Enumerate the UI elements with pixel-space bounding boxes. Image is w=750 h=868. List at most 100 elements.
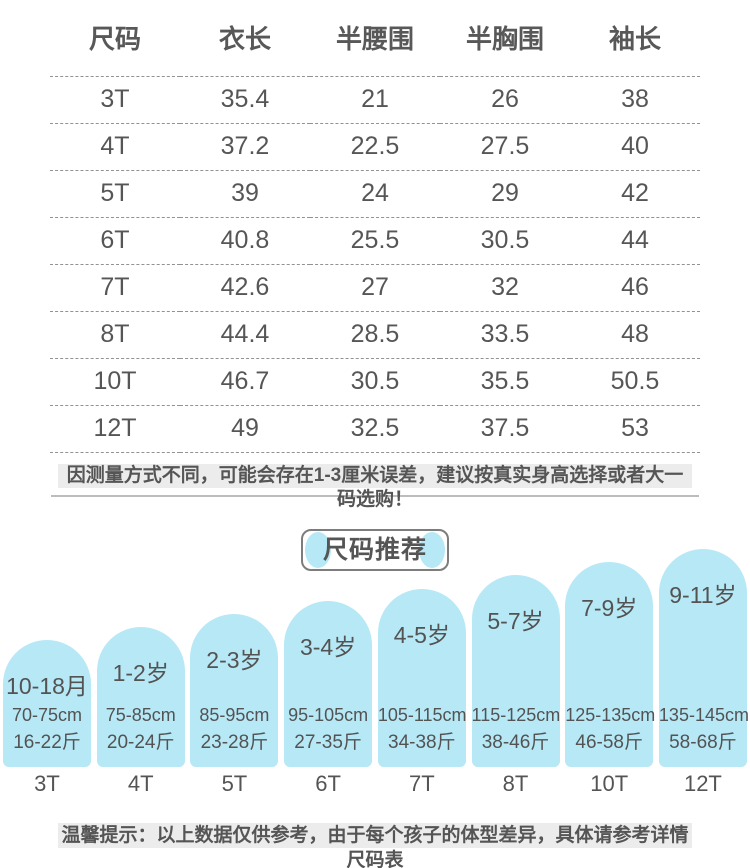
size-table-header: 尺码 衣长 半腰围 半胸围 袖长 xyxy=(50,0,700,77)
age-range: 10-18月 xyxy=(6,672,88,699)
length-cell: 42.6 xyxy=(180,264,310,312)
age-range: 2-3岁 xyxy=(206,646,263,673)
height-range: 70-75cm xyxy=(11,704,83,725)
age-range: 1-2岁 xyxy=(112,659,169,686)
weight-range: 20-24斤 xyxy=(106,731,175,753)
size-bubble-10t: 7-9岁 125-135cm 46-58斤 xyxy=(565,561,656,767)
badge-row: 尺码推荐 xyxy=(0,528,750,571)
size-label-5t: 5T xyxy=(221,770,248,796)
length-cell: 40.8 xyxy=(180,217,310,265)
weight-range: 16-22斤 xyxy=(13,731,81,753)
waist-cell: 32.5 xyxy=(310,405,440,453)
table-row: 4T 37.2 22.5 27.5 40 xyxy=(50,123,700,171)
size-label-7t: 7T xyxy=(408,770,435,796)
sleeve-cell: 42 xyxy=(570,170,700,218)
height-range: 95-105cm xyxy=(288,704,369,725)
header-cell-size: 尺码 xyxy=(50,0,180,77)
waist-cell: 21 xyxy=(310,76,440,124)
weight-range: 58-68斤 xyxy=(669,731,737,753)
chest-cell: 32 xyxy=(440,264,570,312)
sleeve-cell: 44 xyxy=(570,217,700,265)
size-cell: 4T xyxy=(50,123,180,171)
chest-cell: 37.5 xyxy=(440,405,570,453)
size-table-body: 3T 35.4 21 26 38 4T 37.2 22.5 27.5 40 5T… xyxy=(50,76,700,453)
chest-cell: 29 xyxy=(440,170,570,218)
weight-range: 23-28斤 xyxy=(200,731,269,753)
bubble-size-labels: 3T 4T 5T 6T 7T 8T 10T 12T xyxy=(0,769,750,799)
sleeve-cell: 53 xyxy=(570,405,700,453)
size-cell: 8T xyxy=(50,311,180,359)
weight-range: 34-38斤 xyxy=(388,731,456,753)
size-recommendation-badge: 尺码推荐 xyxy=(301,528,449,571)
table-row: 12T 49 32.5 37.5 53 xyxy=(50,405,700,453)
age-range: 4-5岁 xyxy=(393,621,450,648)
size-label-3t: 3T xyxy=(34,770,60,796)
table-row: 3T 35.4 21 26 38 xyxy=(50,76,700,124)
size-cell: 6T xyxy=(50,217,180,265)
header-cell-length: 衣长 xyxy=(180,0,310,77)
size-label-8t: 8T xyxy=(502,770,529,796)
size-cell: 7T xyxy=(50,264,180,312)
table-row: 7T 42.6 27 32 46 xyxy=(50,264,700,312)
age-range: 9-11岁 xyxy=(669,581,737,608)
age-range: 3-4岁 xyxy=(299,633,357,660)
waist-cell: 25.5 xyxy=(310,217,440,265)
size-bubble-3t: 10-18月 70-75cm 16-22斤 xyxy=(3,639,91,767)
table-row: 5T 39 24 29 42 xyxy=(50,170,700,218)
size-label-10t: 10T xyxy=(590,770,629,796)
badge-title: 尺码推荐 xyxy=(322,535,427,564)
size-cell: 3T xyxy=(50,76,180,124)
header-cell-waist: 半腰围 xyxy=(310,0,440,77)
size-cell: 10T xyxy=(50,358,180,406)
badge-left-ornament xyxy=(305,531,331,568)
size-recommendation-chart: 10-18月 70-75cm 16-22斤 1-2岁 75-85cm 20-24… xyxy=(0,548,750,767)
length-cell: 49 xyxy=(180,405,310,453)
size-cell: 5T xyxy=(50,170,180,218)
chest-cell: 26 xyxy=(440,76,570,124)
height-range: 115-125cm xyxy=(471,704,561,725)
length-cell: 46.7 xyxy=(180,358,310,406)
section-divider xyxy=(51,494,699,497)
weight-range: 46-58斤 xyxy=(575,731,644,753)
waist-cell: 28.5 xyxy=(310,311,440,359)
badge-right-ornament xyxy=(419,531,445,568)
sleeve-cell: 40 xyxy=(570,123,700,171)
table-row: 6T 40.8 25.5 30.5 44 xyxy=(50,217,700,265)
height-range: 75-85cm xyxy=(105,704,176,725)
measurement-note: 因测量方式不同，可能会存在1-3厘米误差，建议按真实身高选择或者大一码选购！ xyxy=(58,463,692,510)
chest-cell: 30.5 xyxy=(440,217,570,265)
length-cell: 39 xyxy=(180,170,310,218)
size-bubble-8t: 5-7岁 115-125cm 38-46斤 xyxy=(471,574,561,767)
age-range: 7-9岁 xyxy=(581,594,638,621)
size-label-4t: 4T xyxy=(127,770,154,796)
chest-cell: 33.5 xyxy=(440,311,570,359)
length-cell: 37.2 xyxy=(180,123,310,171)
size-table: 尺码 衣长 半腰围 半胸围 袖长 3T 35.4 21 26 38 4T 37.… xyxy=(50,0,700,453)
height-range: 125-135cm xyxy=(565,704,656,725)
size-bubble-7t: 4-5岁 105-115cm 34-38斤 xyxy=(377,588,467,767)
size-bubble-6t: 3-4岁 95-105cm 27-35斤 xyxy=(284,600,373,767)
sleeve-cell: 48 xyxy=(570,311,700,359)
table-row: 10T 46.7 30.5 35.5 50.5 xyxy=(50,358,700,406)
weight-range: 27-35斤 xyxy=(294,731,362,753)
header-row: 尺码 衣长 半腰围 半胸围 袖长 xyxy=(50,0,700,77)
height-range: 85-95cm xyxy=(199,704,270,725)
friendly-tip-note: 温馨提示：以上数据仅供参考，由于每个孩子的体型差异，具体请参考详情尺码表 xyxy=(58,822,692,868)
sleeve-cell: 50.5 xyxy=(570,358,700,406)
size-label-12t: 12T xyxy=(683,770,722,796)
length-cell: 44.4 xyxy=(180,311,310,359)
waist-cell: 24 xyxy=(310,170,440,218)
height-range: 105-115cm xyxy=(377,704,467,725)
sleeve-cell: 38 xyxy=(570,76,700,124)
waist-cell: 22.5 xyxy=(310,123,440,171)
weight-range: 38-46斤 xyxy=(481,731,550,753)
header-cell-chest: 半胸围 xyxy=(440,0,570,77)
height-range: 135-145cm xyxy=(658,704,749,725)
size-bubble-4t: 1-2岁 75-85cm 20-24斤 xyxy=(96,626,185,767)
sleeve-cell: 46 xyxy=(570,264,700,312)
length-cell: 35.4 xyxy=(180,76,310,124)
waist-cell: 30.5 xyxy=(310,358,440,406)
chest-cell: 35.5 xyxy=(440,358,570,406)
size-bubble-5t: 2-3岁 85-95cm 23-28斤 xyxy=(190,613,279,767)
size-bubble-12t: 9-11岁 135-145cm 58-68斤 xyxy=(658,548,749,767)
